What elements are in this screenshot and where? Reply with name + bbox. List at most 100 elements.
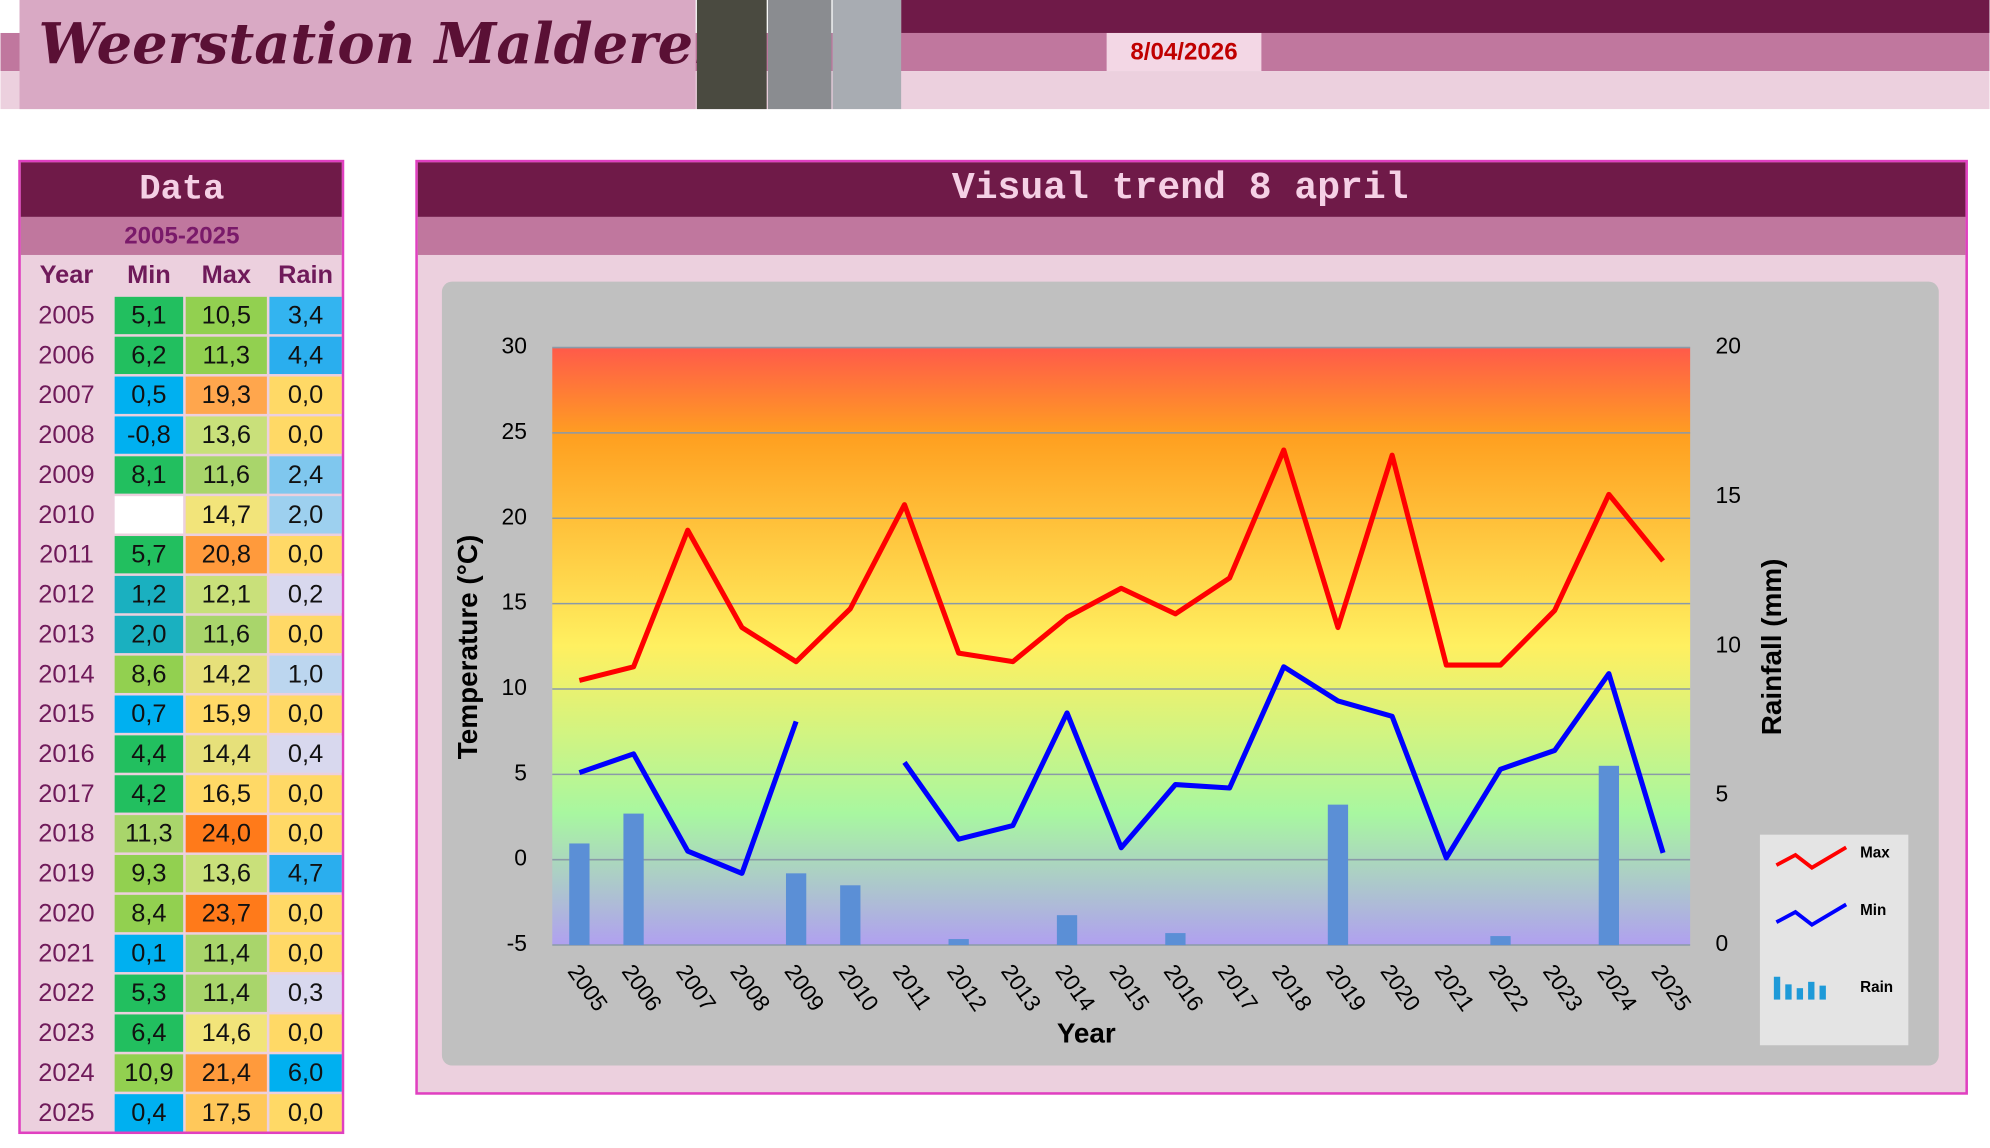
- cell: [269, 1014, 342, 1052]
- rain-bar: [840, 885, 861, 946]
- legend-icon: [1819, 985, 1826, 1000]
- y-tick-label: 15: [502, 589, 527, 615]
- year: 2011: [39, 541, 94, 569]
- cell-value: 14,6: [202, 1019, 251, 1047]
- y-tick-label: 20: [502, 503, 527, 529]
- y-axis-title: Temperature (°C): [452, 535, 483, 760]
- panel-header: [417, 162, 1966, 217]
- legend: [1759, 834, 1909, 1046]
- cell-value: 4,2: [131, 780, 166, 808]
- cell-value: 1,2: [131, 581, 166, 609]
- legend-icon: [1785, 984, 1792, 1000]
- panel-title: Data: [139, 168, 224, 209]
- panel-subtitle: 2005-2025: [124, 223, 239, 250]
- cell-value: 0,7: [131, 700, 166, 728]
- y2-tick-label: 15: [1716, 482, 1741, 508]
- year: 2024: [38, 1059, 94, 1087]
- cell: [269, 854, 342, 893]
- legend-icon: [1773, 976, 1781, 1000]
- rain-bar: [569, 843, 590, 946]
- cell-value: 23,7: [202, 899, 251, 927]
- cell-value: 0,1: [131, 939, 166, 967]
- cell-value: 0,0: [288, 700, 323, 728]
- cell-value: 6,2: [131, 341, 166, 369]
- rain-bar: [1598, 765, 1620, 946]
- site-title: Weerstation Malderen: [39, 12, 734, 77]
- y-tick-label: 5: [514, 759, 527, 785]
- cell-value: 0,0: [288, 899, 323, 927]
- y-tick-label: 30: [502, 333, 527, 359]
- cell: [114, 536, 184, 574]
- cell: [185, 496, 267, 534]
- cell: [114, 735, 184, 773]
- cell-value: 21,4: [202, 1059, 251, 1087]
- cell-value: 1,0: [288, 660, 323, 688]
- cell-value: -0,8: [127, 421, 171, 449]
- series-line: [578, 447, 1666, 683]
- cell: [269, 1094, 342, 1132]
- cell: [114, 376, 184, 414]
- cell-value: 19,3: [202, 381, 251, 409]
- panel-header: [20, 162, 342, 217]
- year: 2018: [38, 820, 94, 848]
- cell: [185, 735, 267, 773]
- cell-value: 0,0: [288, 820, 323, 848]
- panel-subheader: [417, 216, 1966, 255]
- cell-value: 14,7: [202, 501, 251, 529]
- y-tick-label: 0: [514, 845, 527, 871]
- year: 2020: [38, 899, 94, 927]
- cell: [114, 655, 184, 693]
- cell: [269, 894, 342, 933]
- cell-value: 17,5: [202, 1099, 251, 1127]
- cell-value: 9,3: [131, 860, 166, 888]
- cell: [114, 496, 184, 534]
- cell-value: 3,4: [288, 301, 323, 329]
- cell: [185, 296, 267, 335]
- cell-value: 11,3: [125, 820, 172, 848]
- cell: [185, 655, 267, 693]
- column-header: Rain: [278, 261, 333, 289]
- cell-value: 8,6: [131, 660, 166, 688]
- cell-value: 0,0: [288, 1019, 323, 1047]
- cell: [185, 575, 267, 614]
- cell-value: 12,1: [202, 581, 251, 609]
- y2-axis-title: Rainfall (mm): [1756, 559, 1787, 736]
- cell: [185, 615, 267, 654]
- cell: [185, 695, 267, 733]
- cell-value: 0,0: [288, 421, 323, 449]
- cell-value: 0,0: [288, 541, 323, 569]
- year: 2014: [38, 660, 94, 688]
- cell: [269, 735, 342, 773]
- year: 2005: [38, 301, 94, 329]
- cell-value: 4,7: [288, 860, 323, 888]
- year: 2008: [38, 421, 94, 449]
- cell-value: 2,0: [288, 501, 323, 529]
- cell: [185, 416, 267, 454]
- cell-value: 14,2: [202, 660, 251, 688]
- rain-bar: [1056, 915, 1078, 946]
- cell-value: 13,6: [202, 860, 251, 888]
- cell: [114, 775, 184, 813]
- cell: [269, 815, 342, 853]
- cell-value: 0,0: [288, 1099, 323, 1127]
- cell: [114, 695, 184, 733]
- cell: [269, 336, 342, 375]
- y2-tick-label: 0: [1716, 930, 1729, 956]
- top-bar: [901, 0, 1990, 33]
- cell-value: 11,6: [203, 620, 250, 648]
- y-tick-label: 25: [502, 418, 527, 444]
- year: 2025: [38, 1099, 94, 1127]
- rain-bar: [1165, 933, 1186, 946]
- cell-value: 4,4: [131, 740, 166, 768]
- photo: [696, 0, 767, 110]
- legend-icon: [1796, 988, 1804, 1000]
- year: 2022: [38, 979, 94, 1007]
- legend-label: Min: [1860, 902, 1886, 919]
- cell: [269, 456, 342, 494]
- cell: [269, 416, 342, 454]
- photo: [832, 0, 902, 110]
- y2-tick-label: 5: [1716, 781, 1729, 807]
- rain-bar: [623, 813, 644, 946]
